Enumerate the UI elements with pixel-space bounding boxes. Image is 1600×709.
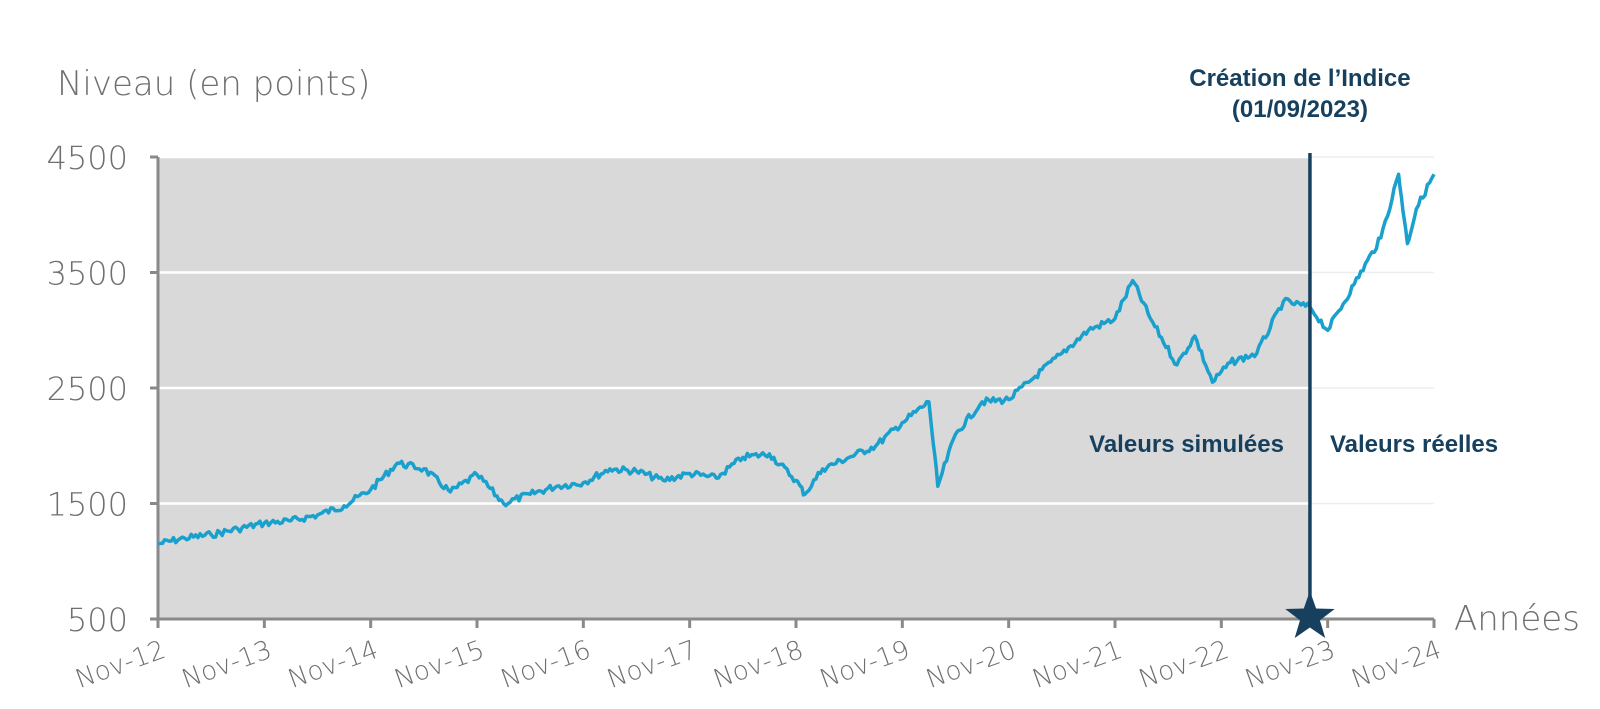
x-tick-label: Nov-16: [497, 635, 595, 695]
x-axis-ticks: Nov-12 Nov-13 Nov-14 Nov-15 Nov-16 Nov-17 Nov-…: [72, 619, 1446, 695]
x-tick-label: Nov-13: [178, 635, 276, 695]
real-values-label: Valeurs réelles: [1330, 431, 1498, 458]
y-axis-ticks: 500 1500 2500 3500 4500: [47, 139, 158, 639]
y-tick-label: 1500: [47, 486, 128, 524]
star-icon: [1285, 591, 1335, 638]
index-creation-date-label: (01/09/2023): [1232, 96, 1368, 123]
x-tick-label: Nov-19: [816, 635, 914, 695]
series-line: [157, 172, 1436, 546]
index-creation-label: Création de l’Indice: [1189, 65, 1410, 92]
grid-lines: [158, 155, 1434, 505]
y-tick-label: 4500: [47, 139, 128, 177]
simulated-values-label: Valeurs simulées: [1089, 431, 1284, 458]
x-tick-label: Nov-14: [284, 635, 382, 695]
x-tick-label: Nov-24: [1348, 635, 1446, 695]
x-tick-label: Nov-20: [922, 635, 1020, 695]
y-tick-label: 2500: [47, 370, 128, 408]
x-tick-label: Nov-12: [72, 635, 170, 695]
y-tick-label: 3500: [47, 255, 128, 293]
y-tick-label: 500: [67, 601, 128, 639]
y-axis-label: Niveau (en points): [57, 64, 370, 104]
x-tick-label: Nov-15: [391, 635, 489, 695]
x-tick-label: Nov-23: [1241, 635, 1339, 695]
x-tick-label: Nov-22: [1135, 635, 1233, 695]
x-tick-label: Nov-21: [1029, 635, 1127, 695]
x-tick-label: Nov-17: [603, 635, 701, 695]
x-tick-label: Nov-18: [710, 635, 808, 695]
x-axis-label: Années: [1454, 599, 1580, 639]
